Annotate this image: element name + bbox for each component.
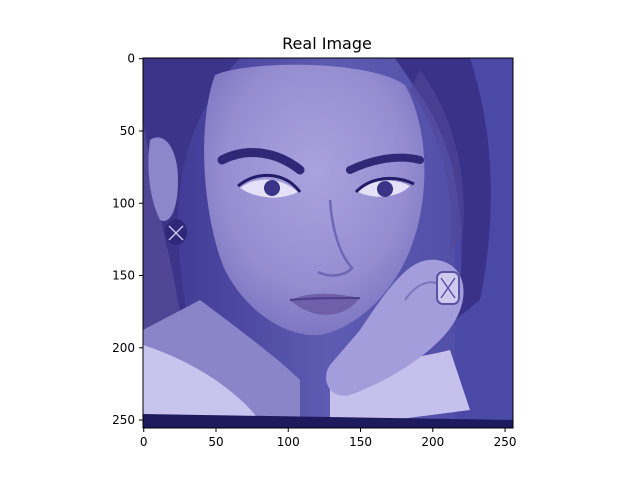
x-axis-ticks: 0 50 100 150 200 250 — [140, 428, 517, 449]
y-tick-label: 200 — [112, 341, 135, 355]
y-tick-label: 0 — [127, 52, 135, 66]
y-axis-ticks: 0 50 100 150 200 250 — [112, 52, 143, 427]
x-tick-label: 0 — [140, 435, 148, 449]
x-tick-label: 200 — [421, 435, 444, 449]
y-tick-label: 100 — [112, 196, 135, 210]
y-tick-label: 50 — [120, 124, 135, 138]
x-tick-label: 150 — [349, 435, 372, 449]
chart-title: Real Image — [282, 34, 372, 53]
portrait-image — [143, 58, 513, 428]
x-tick-label: 50 — [208, 435, 223, 449]
axes-frame — [142, 57, 514, 429]
y-tick-label: 150 — [112, 269, 135, 283]
x-tick-label: 250 — [494, 435, 517, 449]
x-tick-label: 100 — [277, 435, 300, 449]
y-tick-label: 250 — [112, 413, 135, 427]
